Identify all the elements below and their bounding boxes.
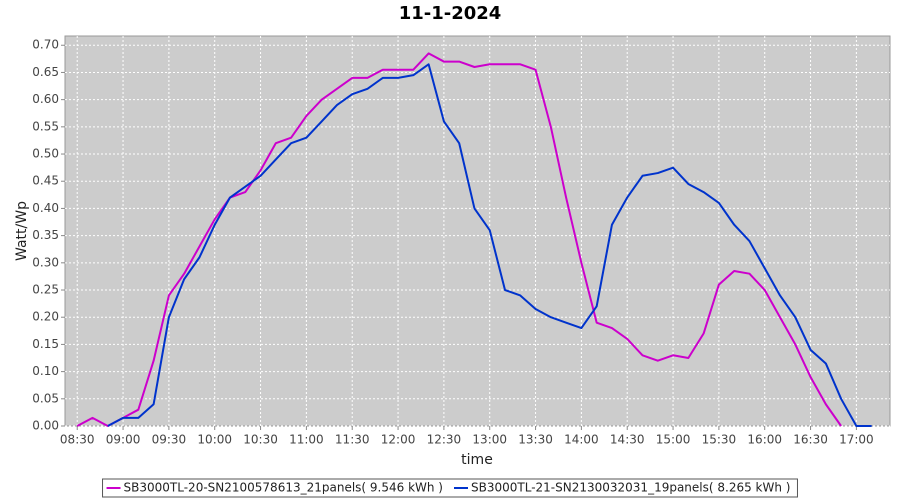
plot-area [64, 35, 891, 427]
x-tick-label: 14:00 [564, 433, 599, 447]
y-tick-label: 0.65 [32, 65, 59, 79]
x-tick-label: 15:00 [656, 433, 691, 447]
x-tick-label: 12:00 [381, 433, 416, 447]
legend-label: SB3000TL-21-SN2130032031_19panels( 8.265… [471, 481, 790, 495]
x-tick-label: 10:00 [197, 433, 232, 447]
y-tick-label: 0.15 [32, 337, 59, 351]
x-tick-label: 11:00 [289, 433, 324, 447]
x-tick-label: 11:30 [335, 433, 370, 447]
x-tick-label: 10:30 [243, 433, 278, 447]
y-tick-label: 0.40 [32, 201, 59, 215]
y-tick-label: 0.20 [32, 310, 59, 324]
y-tick-label: 0.10 [32, 364, 59, 378]
y-tick-label: 0.45 [32, 174, 59, 188]
x-tick-label: 16:00 [747, 433, 782, 447]
x-axis-title: time [461, 452, 493, 468]
x-tick-label: 13:00 [472, 433, 507, 447]
x-tick-label: 13:30 [518, 433, 553, 447]
x-tick-label: 17:00 [839, 433, 874, 447]
y-tick-label: 0.50 [32, 147, 59, 161]
data-line [76, 52, 842, 427]
x-tick-label: 09:30 [152, 433, 187, 447]
y-tick-label: 0.55 [32, 119, 59, 133]
legend: SB3000TL-20-SN2100578613_21panels( 9.546… [102, 478, 798, 498]
y-tick-label: 0.60 [32, 92, 59, 106]
x-tick-label: 12:30 [427, 433, 462, 447]
x-tick-label: 08:30 [60, 433, 95, 447]
y-tick-label: 0.70 [32, 38, 59, 52]
y-tick-label: 0.05 [32, 391, 59, 405]
x-tick-label: 09:00 [106, 433, 141, 447]
y-axis-title: Watt/Wp [14, 201, 30, 261]
legend-box [102, 478, 798, 498]
y-tick-label: 0.00 [32, 419, 59, 433]
chart-title: 11-1-2024 [399, 3, 502, 24]
y-tick-label: 0.35 [32, 228, 59, 242]
y-tick-label: 0.25 [32, 283, 59, 297]
legend-label: SB3000TL-20-SN2100578613_21panels( 9.546… [124, 481, 443, 495]
x-tick-label: 16:30 [793, 433, 828, 447]
data-line [107, 63, 872, 427]
x-tick-label: 15:30 [702, 433, 737, 447]
y-tick-label: 0.30 [32, 255, 59, 269]
x-tick-label: 14:30 [610, 433, 645, 447]
